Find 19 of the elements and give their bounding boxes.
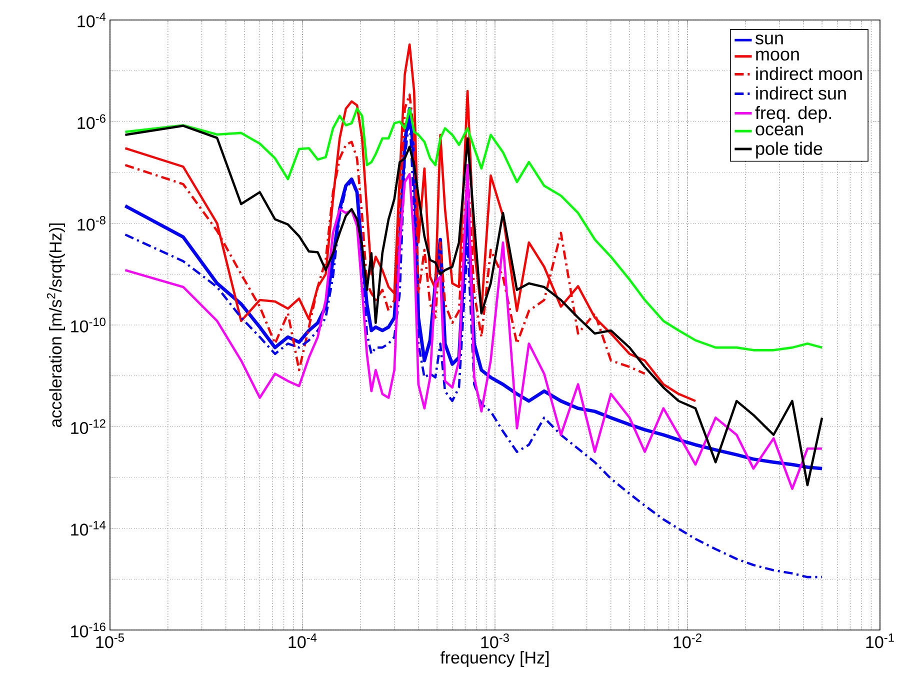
y-tick-label: 10$^{-6}$ <box>78 114 106 130</box>
legend-label: indirect sun <box>756 86 846 100</box>
y-tick-label: 10$^{-10}$ <box>71 318 106 332</box>
x-tick-label: 10$^{-4}$ <box>288 634 317 648</box>
legend-label: moon <box>756 50 799 61</box>
y-tick-label: 10$^{-12}$ <box>71 419 106 434</box>
legend-label: indirect moon <box>756 66 862 80</box>
y-tick-label: 10$^{-4}$ <box>78 12 106 28</box>
x-tick-label: 10$^{-3}$ <box>481 634 509 648</box>
x-tick-label: 10$^{-2}$ <box>674 634 702 648</box>
legend-label: ocean <box>756 126 803 136</box>
legend-label: pole tide <box>756 142 822 159</box>
y-tick-label: 10$^{-14}$ <box>71 521 106 536</box>
y-tick-label: 10$^{-8}$ <box>78 216 106 231</box>
y-axis-title: acceleration [m/s$^{2}$/srqt(Hz)] <box>46 223 65 428</box>
x-axis-title: frequency [Hz] <box>440 651 549 668</box>
legend-label: sun <box>755 34 783 44</box>
legend-label: freq. dep. <box>755 106 832 123</box>
x-tick-label: 10$^{-1}$ <box>866 634 894 648</box>
